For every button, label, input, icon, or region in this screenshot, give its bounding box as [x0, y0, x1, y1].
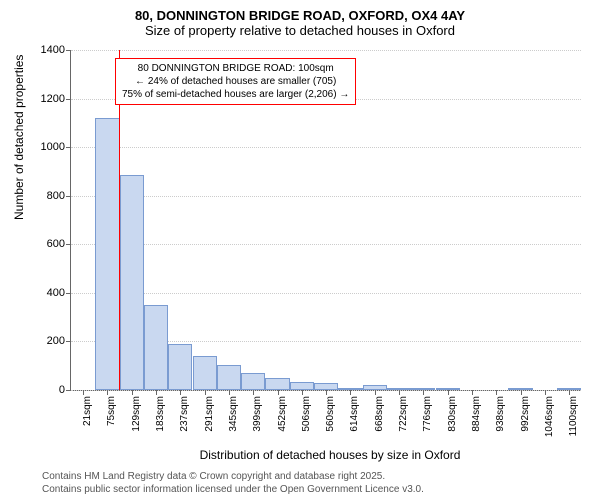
x-tick [180, 390, 181, 395]
grid-line [71, 244, 581, 245]
x-tick [423, 390, 424, 395]
x-tick-label: 75sqm [106, 396, 117, 446]
histogram-bar [217, 365, 241, 391]
chart-title-sub: Size of property relative to detached ho… [0, 23, 600, 42]
y-tick-label: 1200 [25, 93, 65, 105]
annotation-line: 80 DONNINGTON BRIDGE ROAD: 100sqm [122, 62, 349, 75]
x-tick-label: 506sqm [301, 396, 312, 446]
annotation-callout: 80 DONNINGTON BRIDGE ROAD: 100sqm ← 24% … [115, 58, 356, 105]
x-tick [253, 390, 254, 395]
x-tick-label: 722sqm [398, 396, 409, 446]
grid-line [71, 50, 581, 51]
y-tick-label: 600 [25, 238, 65, 250]
y-axis-label: Number of detached properties [12, 55, 26, 220]
y-tick [66, 390, 71, 391]
x-tick-label: 21sqm [82, 396, 93, 446]
x-tick-label: 560sqm [325, 396, 336, 446]
footer-line: Contains public sector information licen… [42, 483, 424, 496]
y-tick [66, 293, 71, 294]
x-tick-label: 1100sqm [568, 396, 579, 446]
histogram-bar [168, 344, 192, 390]
y-tick [66, 50, 71, 51]
x-tick [375, 390, 376, 395]
histogram-bar [314, 383, 338, 390]
y-tick [66, 196, 71, 197]
x-axis-label: Distribution of detached houses by size … [30, 448, 600, 462]
x-tick-label: 614sqm [349, 396, 360, 446]
histogram-bar [265, 378, 289, 390]
x-tick [472, 390, 473, 395]
y-tick-label: 400 [25, 287, 65, 299]
y-tick-label: 800 [25, 190, 65, 202]
x-tick-label: 129sqm [131, 396, 142, 446]
x-tick [156, 390, 157, 395]
x-tick [107, 390, 108, 395]
grid-line [71, 293, 581, 294]
x-tick [496, 390, 497, 395]
x-tick [350, 390, 351, 395]
histogram-bar [120, 175, 144, 390]
x-tick [83, 390, 84, 395]
x-tick-label: 183sqm [155, 396, 166, 446]
x-tick-label: 884sqm [471, 396, 482, 446]
chart-title-main: 80, DONNINGTON BRIDGE ROAD, OXFORD, OX4 … [0, 0, 600, 23]
x-tick [278, 390, 279, 395]
x-tick-label: 830sqm [447, 396, 458, 446]
x-tick [448, 390, 449, 395]
y-tick [66, 99, 71, 100]
histogram-bar [241, 373, 265, 390]
x-tick [399, 390, 400, 395]
annotation-line: 75% of semi-detached houses are larger (… [122, 88, 349, 101]
histogram-bar [193, 356, 217, 390]
x-tick-label: 345sqm [228, 396, 239, 446]
y-tick [66, 341, 71, 342]
x-tick-label: 237sqm [179, 396, 190, 446]
x-tick [569, 390, 570, 395]
annotation-line: ← 24% of detached houses are smaller (70… [122, 75, 349, 88]
x-tick [132, 390, 133, 395]
histogram-bar [290, 382, 314, 391]
footer-line: Contains HM Land Registry data © Crown c… [42, 470, 424, 483]
y-tick-label: 1000 [25, 141, 65, 153]
x-tick-label: 399sqm [252, 396, 263, 446]
histogram-bar [144, 305, 168, 390]
x-tick [205, 390, 206, 395]
chart-container: 80, DONNINGTON BRIDGE ROAD, OXFORD, OX4 … [0, 0, 600, 500]
x-tick [521, 390, 522, 395]
grid-line [71, 147, 581, 148]
grid-line [71, 196, 581, 197]
x-tick-label: 291sqm [204, 396, 215, 446]
x-tick-label: 452sqm [277, 396, 288, 446]
y-tick-label: 0 [25, 384, 65, 396]
x-tick [302, 390, 303, 395]
x-tick [229, 390, 230, 395]
y-tick-label: 1400 [25, 44, 65, 56]
y-tick [66, 147, 71, 148]
x-tick-label: 1046sqm [544, 396, 555, 446]
x-tick-label: 776sqm [422, 396, 433, 446]
y-tick-label: 200 [25, 335, 65, 347]
x-tick-label: 938sqm [495, 396, 506, 446]
y-tick [66, 244, 71, 245]
x-tick [545, 390, 546, 395]
x-tick-label: 668sqm [374, 396, 385, 446]
histogram-bar [95, 118, 119, 390]
x-tick [326, 390, 327, 395]
x-tick-label: 992sqm [520, 396, 531, 446]
footer-attribution: Contains HM Land Registry data © Crown c… [42, 470, 424, 496]
